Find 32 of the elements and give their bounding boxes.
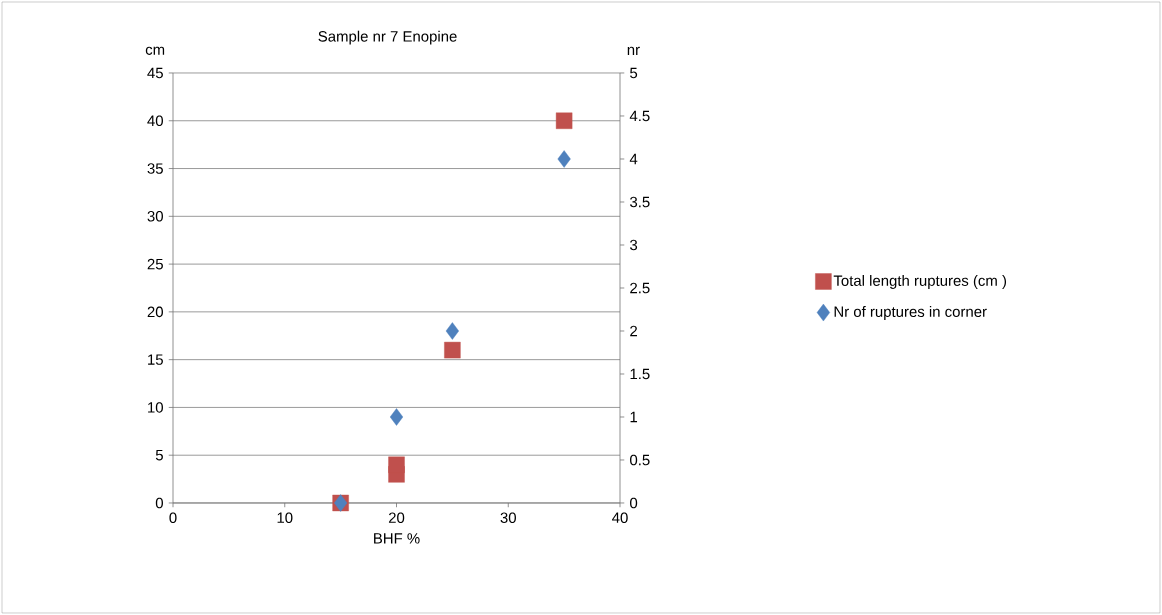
y-tick-label: 45: [147, 67, 163, 79]
y2-tick-label: 5: [630, 67, 638, 79]
y-axis-title: cm: [145, 46, 165, 55]
y2-tick-label: 4: [629, 153, 638, 165]
x-tick-label: 40: [612, 512, 628, 523]
y2-tick-label: 0.5: [630, 454, 650, 466]
x-tick-label: 20: [388, 512, 405, 523]
y-tick-label: 30: [147, 211, 163, 222]
y2-tick-label: 2: [630, 325, 638, 337]
y2-tick-label: 0: [630, 497, 638, 509]
y2-tick-label: 1: [630, 411, 638, 423]
y-tick-label: 40: [147, 115, 163, 127]
legend-label: Total length ruptures (cm ): [833, 274, 1007, 289]
y-tick-label: 0: [155, 497, 163, 509]
y2-tick-label: 1.5: [630, 368, 650, 380]
chart-title: Sample nr 7 Enopine: [318, 30, 457, 45]
y-tick-label: 20: [147, 306, 163, 318]
y2-tick-label: 3.5: [630, 196, 650, 208]
y-tick-label: 35: [147, 163, 163, 174]
y2-axis-title: nr: [627, 46, 640, 55]
y2-tick-label: 4.5: [629, 110, 650, 122]
y-tick-label: 10: [148, 402, 163, 413]
y-tick-label: 15: [148, 354, 163, 365]
y-tick-label: 5: [155, 449, 163, 461]
x-tick-label: 30: [500, 512, 516, 523]
y2-tick-label: 2.5: [630, 282, 650, 294]
x-tick-label: 10: [277, 512, 293, 523]
y-tick-label: 25: [147, 258, 163, 270]
x-axis-title: BHF %: [374, 533, 420, 544]
x-tick-label: 0: [169, 512, 177, 523]
y2-tick-label: 3: [630, 239, 638, 251]
legend-label: Nr of ruptures in corner: [834, 306, 987, 320]
